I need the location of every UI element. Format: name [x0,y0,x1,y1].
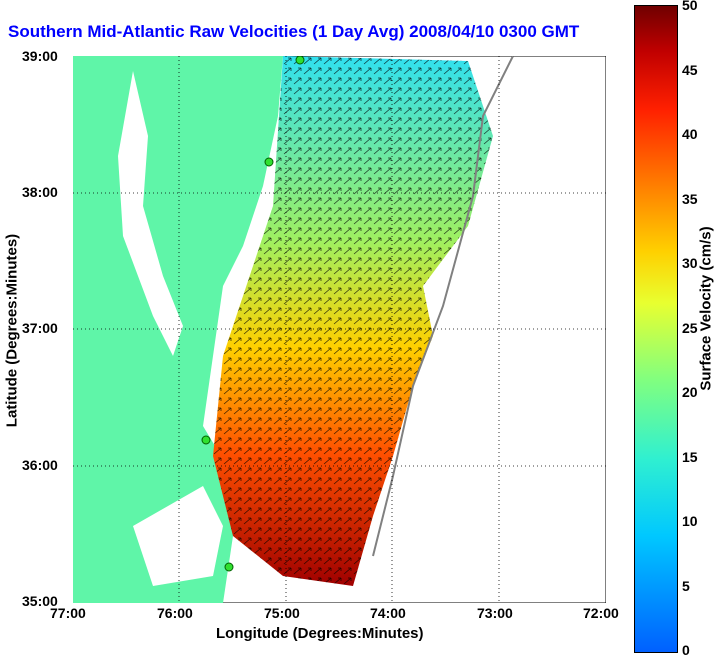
x-tick-label: 73:00 [477,605,513,621]
colorbar-label: Surface Velocity (cm/s) [697,226,715,391]
grid-lines [73,56,606,603]
colorbar-tick: 0 [682,642,690,658]
y-tick-label: 35:00 [22,593,58,609]
colorbar-tick: 50 [682,0,698,13]
y-tick-label: 39:00 [22,48,58,64]
velocity-arrows [213,56,493,586]
x-tick-label: 75:00 [264,605,300,621]
x-tick-label: 74:00 [370,605,406,621]
colorbar-tick: 25 [682,320,698,336]
pamlico-sound [133,486,223,586]
x-axis-label: Longitude (Degrees:Minutes) [216,625,424,642]
station-marker [295,56,305,65]
colorbar-tick: 5 [682,578,690,594]
colorbar-tick: 45 [682,62,698,78]
colorbar-tick: 10 [682,513,698,529]
map-plot-area [73,56,606,603]
chart-title: Southern Mid-Atlantic Raw Velocities (1 … [8,22,580,41]
colorbar-tick: 15 [682,449,698,465]
y-tick-label: 37:00 [22,320,58,336]
shelf-contour [372,56,514,557]
colorbar-tick: 20 [682,384,698,400]
x-tick-label: 76:00 [157,605,193,621]
station-marker [224,562,234,572]
y-tick-label: 36:00 [22,457,58,473]
y-axis-label: Latitude (Degrees:Minutes) [3,233,21,428]
chesapeake-bay [118,71,183,356]
colorbar-tick: 30 [682,255,698,271]
x-tick-label: 77:00 [50,605,86,621]
station-marker [264,157,274,167]
colorbar-tick: 40 [682,126,698,142]
x-tick-label: 72:00 [583,605,619,621]
y-tick-label: 38:00 [22,184,58,200]
colorbar [634,5,678,653]
colorbar-tick: 35 [682,191,698,207]
station-marker [201,435,211,445]
